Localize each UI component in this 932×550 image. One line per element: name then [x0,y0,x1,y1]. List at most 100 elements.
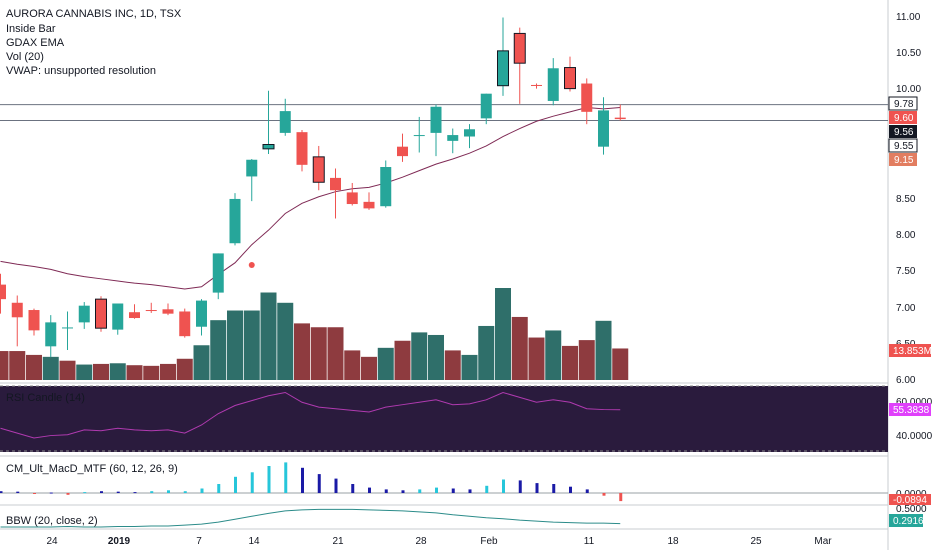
macd-badge-box [889,494,931,505]
candle-body [162,309,174,314]
candle-body [62,327,73,329]
x-label: Feb [480,536,498,547]
candles [0,17,626,358]
macd-bar [301,467,304,493]
rsi-badge-box [889,403,931,416]
x-label: 21 [332,536,344,547]
candle-body [11,302,23,318]
volume-bar [595,320,612,380]
volume-bar [243,310,260,380]
badge-956-box [889,125,917,138]
bbw-badge: 0.2916 [893,516,924,527]
rsi-tick-60: 60.0000 [896,397,932,408]
x-label: 28 [415,536,427,547]
volume-bar [361,356,377,380]
volume-bar [93,363,109,380]
candle-body [45,322,57,347]
badge-955-box [888,138,918,153]
volume-bar [578,340,595,380]
price-tick: 10.50 [896,48,921,59]
macd-axis[interactable]: 0.0000 -0.0894 [889,489,931,506]
price-tick: 10.00 [896,84,921,95]
rsi-axis[interactable]: 60.0000 55.3838 40.0000 [889,397,932,442]
candle-body [497,50,509,87]
volume-bar [528,337,545,380]
macd-panel-label[interactable]: CM_Ult_MacD_MTF (60, 12, 26, 9) [6,463,178,475]
volume-bar [210,320,227,380]
candle-body [531,84,542,86]
volume-bar [294,323,310,380]
candle-body [112,303,124,330]
price-tick: 7.00 [896,303,916,314]
volume-bar [143,365,160,380]
volume-bar [411,332,428,380]
candle-body [196,300,207,327]
price-tick: 7.50 [896,266,916,277]
badge-960-box [889,111,917,124]
legend-title[interactable]: AURORA CANNABIS INC, 1D, TSX [6,8,182,20]
candle-body [312,156,325,183]
bbw-axis[interactable]: 0.5000 0.2916 [889,504,927,527]
candle-body [480,93,492,119]
bbw-line [0,508,621,528]
volume-bar [478,325,495,380]
badge-915: 9.15 [894,155,914,166]
macd-bar [183,491,187,493]
badge-955: 9.55 [894,141,914,152]
time-axis[interactable]: 24 2019 7 14 21 28 Feb 11 18 25 Mar [46,536,832,547]
macd-bar [116,491,120,493]
x-label: 14 [248,536,260,547]
macd-bar [49,492,53,494]
volume-bar [394,340,411,380]
candle-body [0,284,6,300]
rsi-polyline [0,391,621,439]
volume-bar [444,350,461,380]
volume-bar [562,345,578,380]
candle-body [547,68,559,101]
macd-bar [83,492,87,494]
macd-bar [200,488,204,493]
x-label: 11 [584,536,595,547]
price-tick: 11.00 [896,12,921,23]
macd-bar [217,484,221,493]
rsi-panel-label[interactable]: RSI Candle (14) [6,392,85,404]
candle-body [145,310,157,312]
legend-inside-bar[interactable]: Inside Bar [6,23,56,35]
badge-956: 9.56 [894,127,914,138]
candle-body [28,310,40,331]
candle-body [246,159,258,177]
bbw-tick: 0.5000 [896,504,927,515]
macd-bar [133,492,137,494]
macd-bar [284,462,288,493]
volume-bar [176,358,193,380]
macd-bar [435,487,438,493]
candle-body [330,177,341,191]
badge-volume-box [889,344,931,357]
badge-960: 9.60 [894,113,914,124]
volume-bar [193,345,210,380]
x-label: Mar [814,536,832,547]
volume-bar [109,363,126,380]
candle-body [296,132,308,165]
macd-bar [250,472,254,493]
rsi-tick-40: 40.0000 [896,431,932,442]
candle-body [464,129,475,137]
candle-body [581,83,593,112]
macd-bar [485,485,489,493]
legend-volume[interactable]: Vol (20) [6,51,44,63]
legend-vwap[interactable]: VWAP: unsupported resolution [6,65,156,77]
volume-bar [59,360,76,380]
macd-bar [502,479,505,493]
macd-bar [468,489,472,493]
price-badges: 9.78 9.60 9.56 9.55 9.15 13.853M [888,96,932,357]
candle-body [212,253,224,293]
legend-gdax-ema[interactable]: GDAX EMA [6,37,65,49]
bbw-panel-label[interactable]: BBW (20, close, 2) [6,515,98,527]
x-label: 7 [196,536,202,547]
x-label: 18 [667,536,679,547]
volume-bar [612,348,629,380]
candle-body [346,192,358,205]
volume-bar [126,365,143,380]
